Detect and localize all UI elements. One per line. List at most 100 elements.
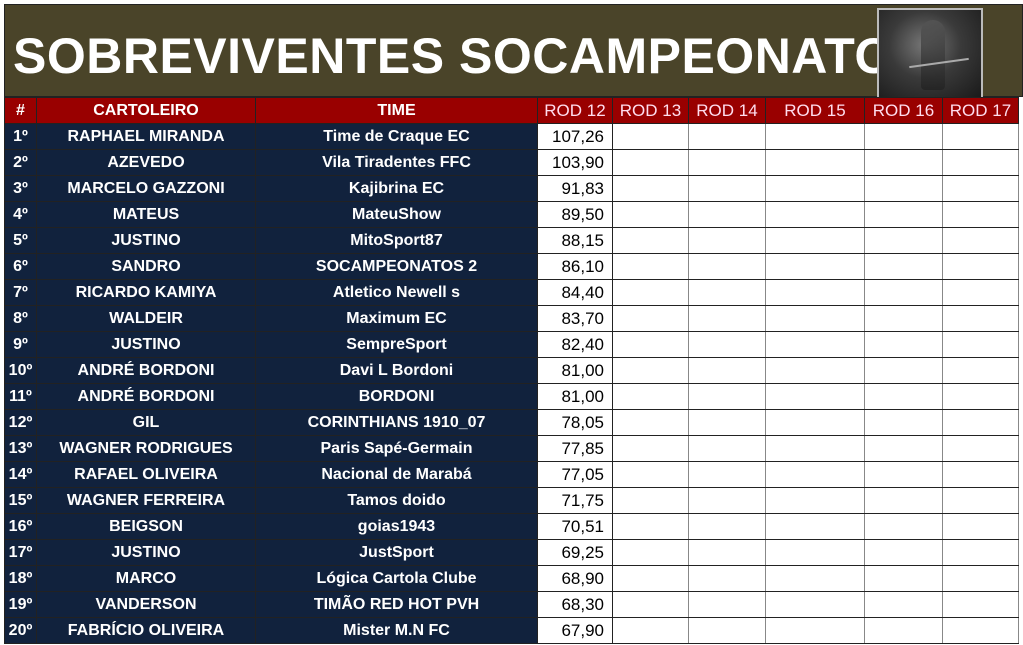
position-cell[interactable]: 6º — [4, 253, 37, 280]
rod13-score-cell[interactable] — [612, 409, 689, 436]
cartoleiro-cell[interactable]: BEIGSON — [36, 513, 256, 540]
rod12-score-cell[interactable]: 88,15 — [537, 227, 613, 254]
cartoleiro-cell[interactable]: FABRÍCIO OLIVEIRA — [36, 617, 256, 644]
column-header-rod-12[interactable]: ROD 12 — [537, 97, 613, 124]
position-cell[interactable]: 1º — [4, 123, 37, 150]
rod16-score-cell[interactable] — [864, 383, 943, 410]
rod16-score-cell[interactable] — [864, 279, 943, 306]
cartoleiro-cell[interactable]: MARCO — [36, 565, 256, 592]
rod14-score-cell[interactable] — [688, 279, 766, 306]
column-header-rod-16[interactable]: ROD 16 — [864, 97, 943, 124]
rod17-score-cell[interactable] — [942, 539, 1019, 566]
column-header-rod-17[interactable]: ROD 17 — [942, 97, 1019, 124]
rod14-score-cell[interactable] — [688, 565, 766, 592]
rod12-score-cell[interactable]: 81,00 — [537, 383, 613, 410]
rod14-score-cell[interactable] — [688, 201, 766, 228]
rod16-score-cell[interactable] — [864, 461, 943, 488]
rod15-score-cell[interactable] — [765, 175, 865, 202]
rod12-score-cell[interactable]: 77,85 — [537, 435, 613, 462]
rod16-score-cell[interactable] — [864, 201, 943, 228]
team-cell[interactable]: Tamos doido — [255, 487, 538, 514]
rod12-score-cell[interactable]: 91,83 — [537, 175, 613, 202]
team-cell[interactable]: SempreSport — [255, 331, 538, 358]
rod13-score-cell[interactable] — [612, 253, 689, 280]
rod16-score-cell[interactable] — [864, 305, 943, 332]
position-cell[interactable]: 9º — [4, 331, 37, 358]
rod13-score-cell[interactable] — [612, 539, 689, 566]
rod14-score-cell[interactable] — [688, 357, 766, 384]
rod12-score-cell[interactable]: 70,51 — [537, 513, 613, 540]
team-cell[interactable]: TIMÃO RED HOT PVH — [255, 591, 538, 618]
rod17-score-cell[interactable] — [942, 383, 1019, 410]
rod17-score-cell[interactable] — [942, 487, 1019, 514]
column-header-rod-13[interactable]: ROD 13 — [612, 97, 689, 124]
position-cell[interactable]: 11º — [4, 383, 37, 410]
rod16-score-cell[interactable] — [864, 617, 943, 644]
rod17-score-cell[interactable] — [942, 357, 1019, 384]
rod13-score-cell[interactable] — [612, 149, 689, 176]
cartoleiro-cell[interactable]: ANDRÉ BORDONI — [36, 357, 256, 384]
rod12-score-cell[interactable]: 69,25 — [537, 539, 613, 566]
position-cell[interactable]: 2º — [4, 149, 37, 176]
rod16-score-cell[interactable] — [864, 591, 943, 618]
rod16-score-cell[interactable] — [864, 175, 943, 202]
rod15-score-cell[interactable] — [765, 123, 865, 150]
rod16-score-cell[interactable] — [864, 149, 943, 176]
rod17-score-cell[interactable] — [942, 279, 1019, 306]
team-cell[interactable]: Vila Tiradentes FFC — [255, 149, 538, 176]
rod15-score-cell[interactable] — [765, 565, 865, 592]
column-header-time[interactable]: TIME — [255, 97, 538, 124]
team-cell[interactable]: MateuShow — [255, 201, 538, 228]
rod15-score-cell[interactable] — [765, 279, 865, 306]
rod14-score-cell[interactable] — [688, 149, 766, 176]
rod14-score-cell[interactable] — [688, 331, 766, 358]
rod17-score-cell[interactable] — [942, 253, 1019, 280]
rod15-score-cell[interactable] — [765, 149, 865, 176]
rod12-score-cell[interactable]: 68,30 — [537, 591, 613, 618]
column-header-rod-14[interactable]: ROD 14 — [688, 97, 766, 124]
rod13-score-cell[interactable] — [612, 201, 689, 228]
team-cell[interactable]: Nacional de Marabá — [255, 461, 538, 488]
position-cell[interactable]: 10º — [4, 357, 37, 384]
rod14-score-cell[interactable] — [688, 513, 766, 540]
position-cell[interactable]: 12º — [4, 409, 37, 436]
position-cell[interactable]: 20º — [4, 617, 37, 644]
rod17-score-cell[interactable] — [942, 123, 1019, 150]
rod12-score-cell[interactable]: 83,70 — [537, 305, 613, 332]
rod13-score-cell[interactable] — [612, 487, 689, 514]
rod15-score-cell[interactable] — [765, 461, 865, 488]
rod16-score-cell[interactable] — [864, 227, 943, 254]
team-cell[interactable]: Mister M.N FC — [255, 617, 538, 644]
rod13-score-cell[interactable] — [612, 279, 689, 306]
rod17-score-cell[interactable] — [942, 175, 1019, 202]
rod16-score-cell[interactable] — [864, 539, 943, 566]
team-cell[interactable]: Lógica Cartola Clube — [255, 565, 538, 592]
rod12-score-cell[interactable]: 84,40 — [537, 279, 613, 306]
rod12-score-cell[interactable]: 86,10 — [537, 253, 613, 280]
rod13-score-cell[interactable] — [612, 357, 689, 384]
rod17-score-cell[interactable] — [942, 565, 1019, 592]
cartoleiro-cell[interactable]: JUSTINO — [36, 331, 256, 358]
rod16-score-cell[interactable] — [864, 409, 943, 436]
rod17-score-cell[interactable] — [942, 149, 1019, 176]
rod16-score-cell[interactable] — [864, 123, 943, 150]
rod16-score-cell[interactable] — [864, 435, 943, 462]
rod17-score-cell[interactable] — [942, 305, 1019, 332]
cartoleiro-cell[interactable]: AZEVEDO — [36, 149, 256, 176]
cartoleiro-cell[interactable]: MARCELO GAZZONI — [36, 175, 256, 202]
rod15-score-cell[interactable] — [765, 513, 865, 540]
position-cell[interactable]: 15º — [4, 487, 37, 514]
rod12-score-cell[interactable]: 103,90 — [537, 149, 613, 176]
column-header-rod-15[interactable]: ROD 15 — [765, 97, 865, 124]
rod17-score-cell[interactable] — [942, 513, 1019, 540]
rod14-score-cell[interactable] — [688, 487, 766, 514]
rod15-score-cell[interactable] — [765, 357, 865, 384]
position-cell[interactable]: 18º — [4, 565, 37, 592]
rod17-score-cell[interactable] — [942, 409, 1019, 436]
rod17-score-cell[interactable] — [942, 461, 1019, 488]
rod17-score-cell[interactable] — [942, 435, 1019, 462]
rod15-score-cell[interactable] — [765, 617, 865, 644]
position-cell[interactable]: 4º — [4, 201, 37, 228]
position-cell[interactable]: 14º — [4, 461, 37, 488]
rod15-score-cell[interactable] — [765, 591, 865, 618]
